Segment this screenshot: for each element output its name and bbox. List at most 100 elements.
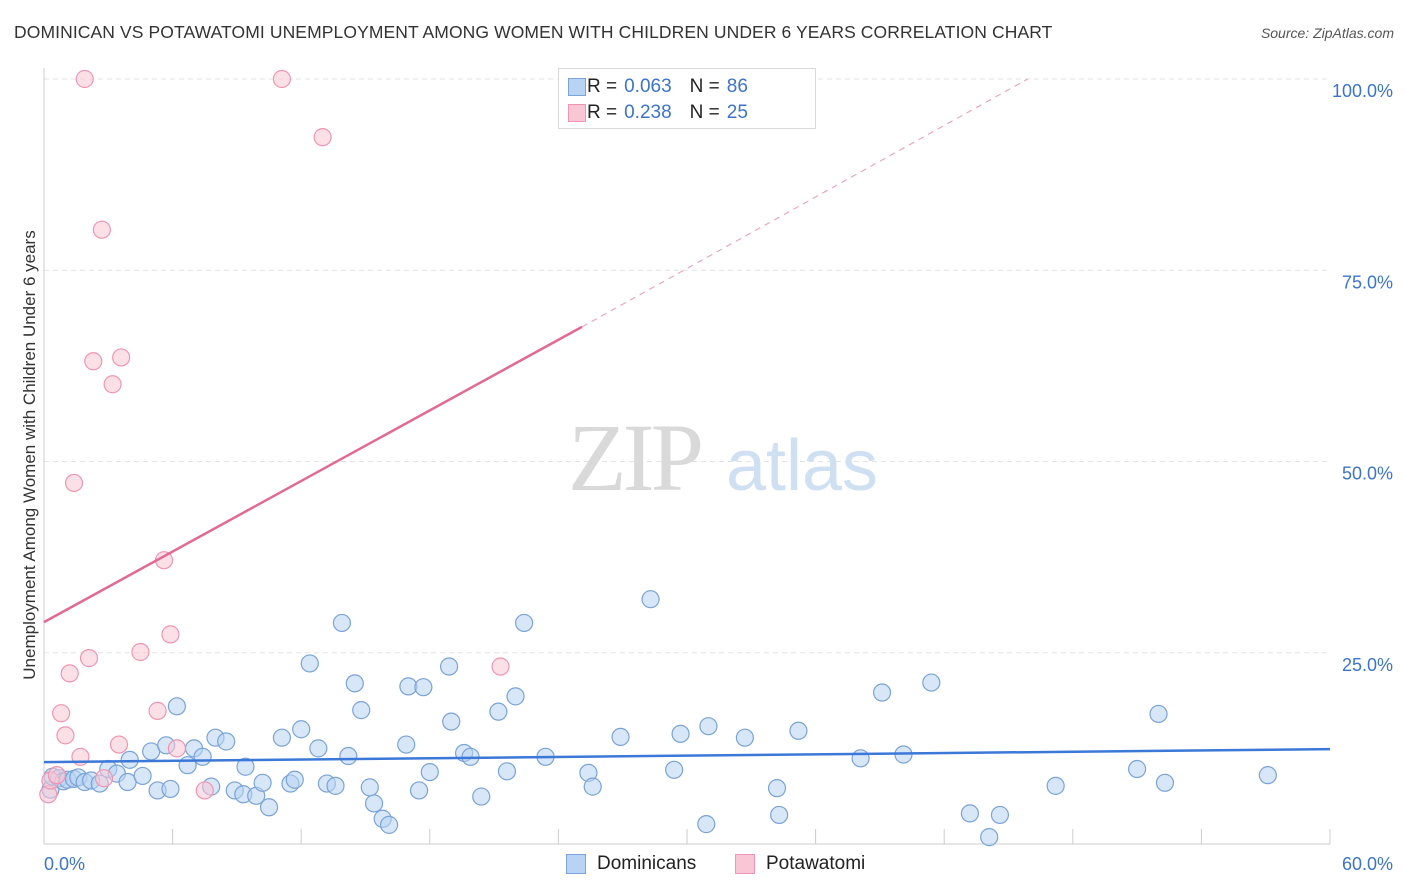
y-tick-label: 25.0% xyxy=(1342,655,1393,675)
dominican-point xyxy=(442,712,461,731)
dominican-point xyxy=(253,773,272,792)
legend-n-value: 25 xyxy=(726,102,748,123)
dominican-point xyxy=(292,720,311,739)
watermark: ZIP atlas xyxy=(568,404,878,511)
potawatomi-point xyxy=(56,726,75,745)
dominican-point xyxy=(960,804,980,823)
potawatomi-point xyxy=(148,701,167,720)
dominican-point xyxy=(379,815,399,834)
legend-swatch-potawatomi xyxy=(735,854,755,874)
dominican-point xyxy=(217,732,236,751)
x-tick-label: 60.0% xyxy=(1342,854,1393,874)
chart-title: DOMINICAN VS POTAWATOMI UNEMPLOYMENT AMO… xyxy=(14,22,1053,42)
potawatomi-point xyxy=(92,220,111,239)
dominican-point xyxy=(133,766,152,786)
dominican-point xyxy=(352,701,371,720)
legend-n-label: N = xyxy=(689,76,720,97)
y-tick-label: 50.0% xyxy=(1342,464,1393,484)
dominican-point xyxy=(193,747,212,766)
legend-item-potawatomi[interactable]: Potawatomi xyxy=(735,851,865,877)
potawatomi-point xyxy=(112,348,131,367)
dominican-point xyxy=(583,777,602,796)
legend-r-value: 0.063 xyxy=(624,76,672,97)
series-legend: Dominicans Potawatomi xyxy=(0,851,1406,877)
potawatomi-point xyxy=(109,735,129,754)
dominican-point xyxy=(497,762,517,781)
dominican-point xyxy=(767,779,787,798)
legend-r-value: 0.238 xyxy=(624,102,672,123)
dominican-point xyxy=(420,762,439,782)
dominican-point xyxy=(699,717,718,736)
potawatomi-point xyxy=(161,625,180,644)
dominican-point xyxy=(332,613,352,633)
data-points xyxy=(39,69,1277,847)
correlation-legend: R = 0.063 N = 86 R = 0.238 N = 25 xyxy=(558,68,816,129)
y-tick-label: 100.0% xyxy=(1332,81,1393,101)
y-tick-label: 75.0% xyxy=(1342,272,1393,292)
dominican-point xyxy=(409,781,429,800)
dominican-point xyxy=(1127,759,1147,779)
legend-n-label: N = xyxy=(689,102,720,123)
source-label: Source: ZipAtlas.com xyxy=(1260,25,1394,41)
potawatomi-trend-line xyxy=(43,325,583,624)
legend-swatch-dominicans xyxy=(566,854,586,874)
dominican-point xyxy=(285,770,304,789)
dominican-point xyxy=(397,735,416,754)
legend-item-dominicans[interactable]: Dominicans xyxy=(566,851,696,877)
tick-labels: 25.0% 50.0% 75.0% 100.0% 0.0% 60.0% xyxy=(44,81,1393,874)
dominican-point xyxy=(697,815,716,834)
potawatomi-point xyxy=(84,352,103,371)
dominican-point xyxy=(120,750,139,769)
dominican-point xyxy=(872,683,892,702)
dominican-point xyxy=(259,798,279,817)
potawatomi-point xyxy=(94,769,114,788)
dominican-point xyxy=(515,613,534,633)
dominican-point xyxy=(789,721,808,740)
dominican-point xyxy=(178,756,197,775)
dominican-point xyxy=(770,805,789,825)
dominican-point xyxy=(326,776,345,795)
dominican-point xyxy=(339,746,358,766)
dominican-point xyxy=(506,687,525,706)
potawatomi-point xyxy=(195,781,214,800)
potawatomi-point xyxy=(103,375,122,394)
potawatomi-point xyxy=(52,704,71,723)
legend-swatch-blue xyxy=(568,78,586,96)
potawatomi-point xyxy=(64,473,84,493)
dominican-point xyxy=(167,697,186,716)
dominican-point xyxy=(735,728,754,747)
dominican-point xyxy=(1046,776,1065,795)
potawatomi-point xyxy=(75,69,94,89)
dominican-point xyxy=(980,828,999,847)
dominican-point xyxy=(300,654,319,673)
legend-n-value: 86 xyxy=(726,76,748,97)
legend-swatch-pink xyxy=(568,104,586,122)
legend-row-potawatomi: R = 0.238 N = 25 xyxy=(568,100,748,126)
potawatomi-point xyxy=(79,649,99,668)
dominican-point xyxy=(364,794,384,813)
legend-row-dominicans: R = 0.063 N = 86 xyxy=(568,74,748,100)
legend-label-dominicans: Dominicans xyxy=(597,853,697,874)
legend-r-label: R = xyxy=(587,102,618,123)
watermark-atlas: atlas xyxy=(726,426,878,506)
x-tick-label: 0.0% xyxy=(44,854,85,874)
trend-lines xyxy=(43,78,1331,764)
gridlines xyxy=(44,78,1330,654)
potawatomi-point xyxy=(491,657,510,676)
dominican-point xyxy=(990,805,1010,825)
dominican-point xyxy=(611,727,630,747)
potawatomi-point xyxy=(131,642,150,662)
dominican-point xyxy=(1258,766,1277,785)
legend-r-label: R = xyxy=(587,76,618,97)
dominican-point xyxy=(665,760,684,779)
dominican-point xyxy=(851,749,870,768)
potawatomi-point xyxy=(167,739,186,758)
dominican-point xyxy=(1149,704,1168,724)
axes xyxy=(43,68,1331,845)
dominican-point xyxy=(439,657,459,676)
potawatomi-point xyxy=(60,664,79,683)
potawatomi-point xyxy=(313,128,332,147)
dominican-point xyxy=(641,590,660,609)
dominican-point xyxy=(345,674,364,693)
